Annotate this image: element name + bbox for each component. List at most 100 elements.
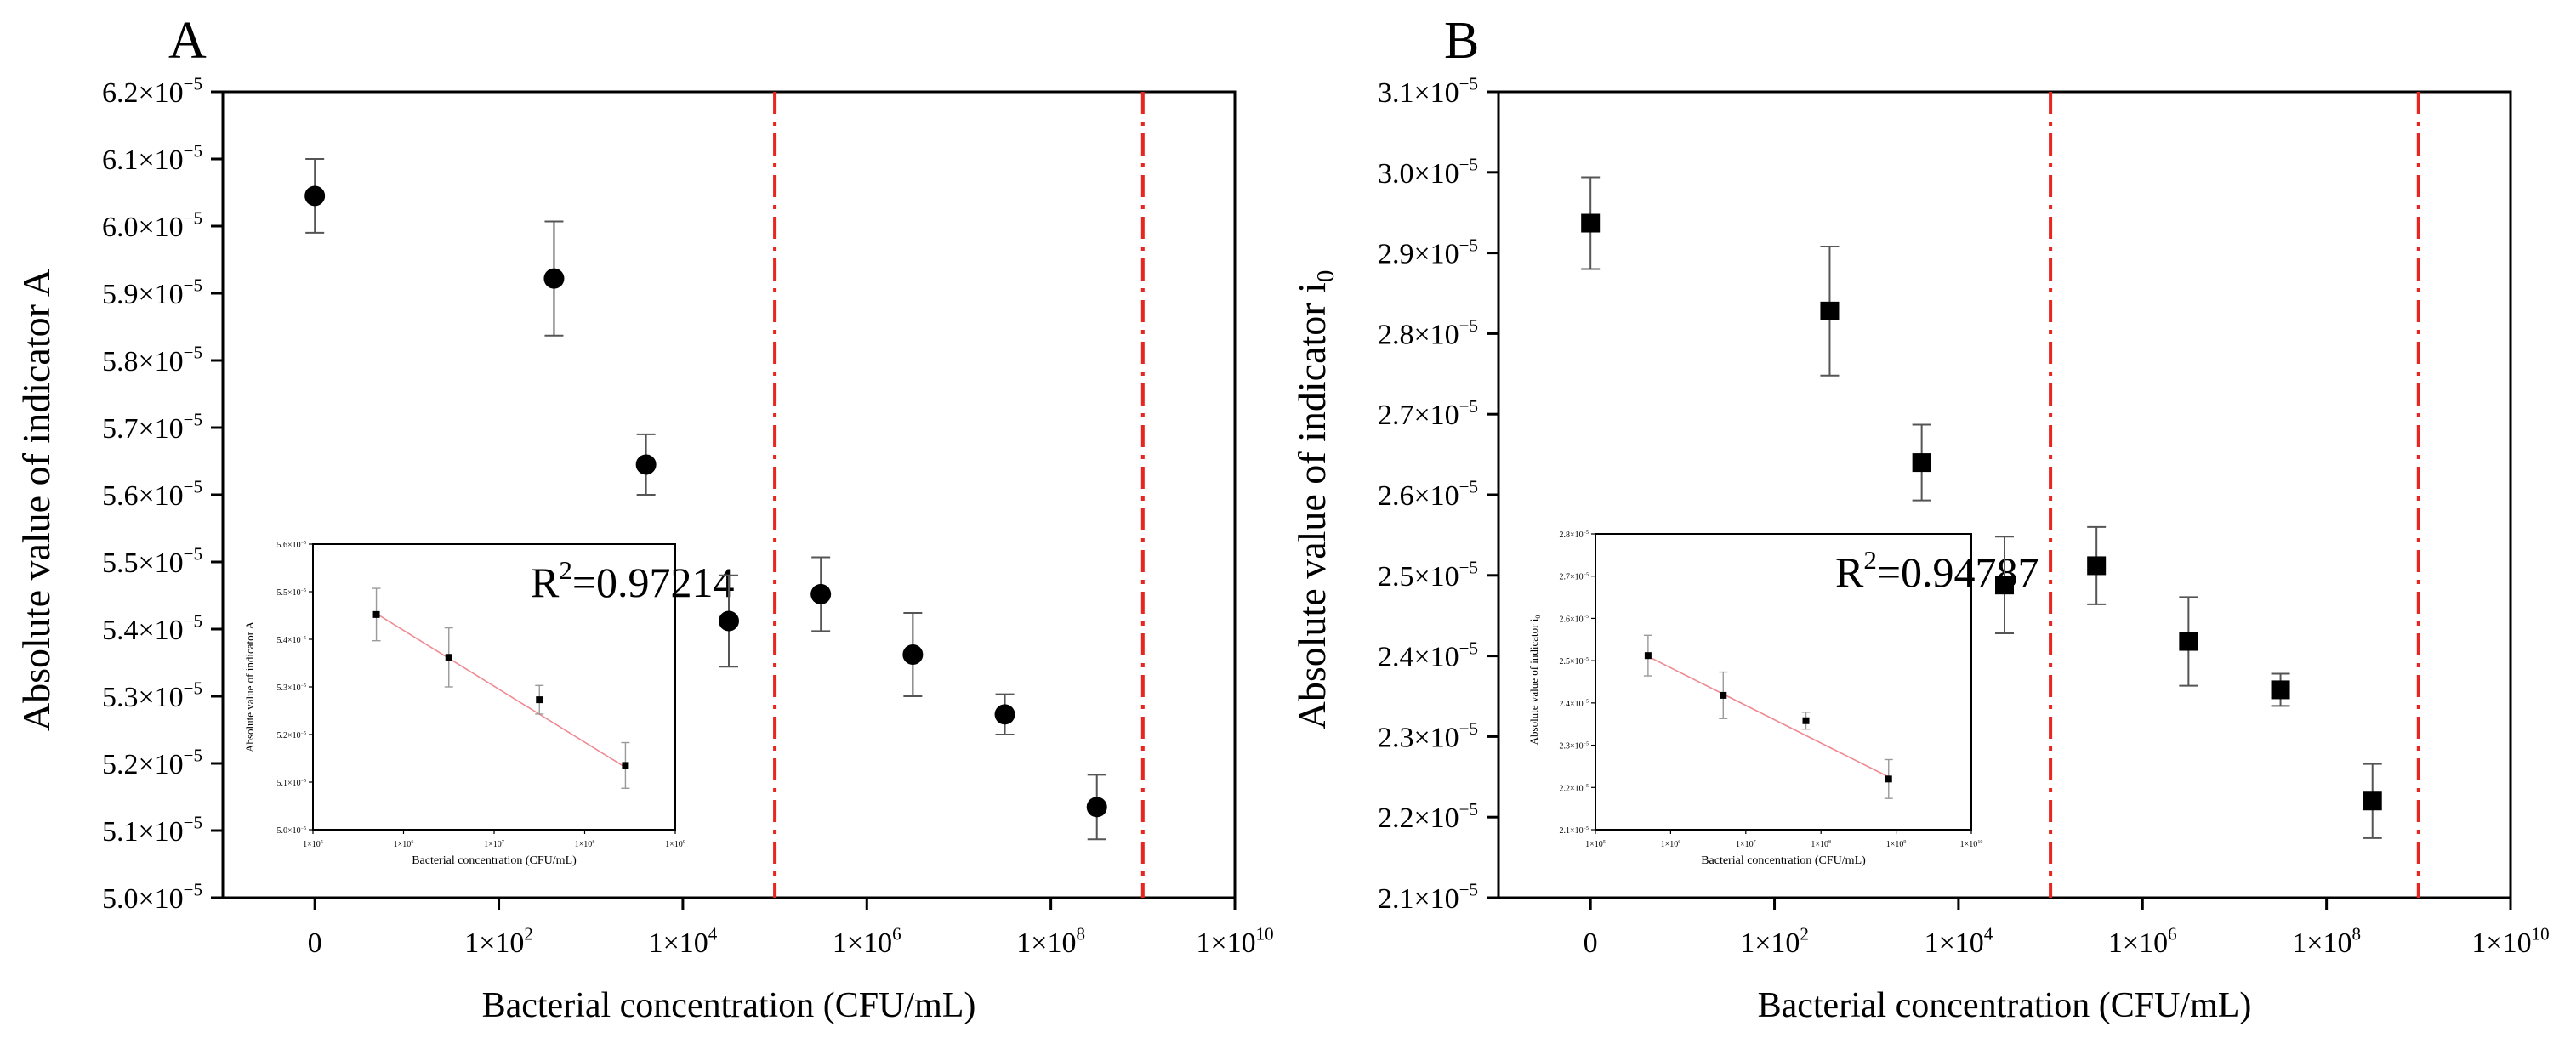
- inset-x-tick-label-part: 1×10: [1886, 840, 1904, 849]
- inset-data-point: [372, 610, 380, 618]
- x-tick-label-part: 1×10: [1016, 927, 1076, 959]
- inset-x-tick-label-part: 1×10: [1661, 840, 1679, 849]
- r-squared-annotation-part: =0.97214: [572, 559, 735, 606]
- x-tick-label-part: 1×10: [1196, 927, 1255, 959]
- inset-y-tick-label-part: −5: [1584, 741, 1589, 746]
- x-tick-label-part: 1×10: [833, 927, 892, 959]
- x-tick-label-part: 4: [1984, 924, 1993, 944]
- inset-y-tick-label: 5.4×10−5: [276, 636, 306, 645]
- data-point: [719, 610, 739, 632]
- inset-y-tick-label: 5.3×10−5: [276, 683, 306, 693]
- inset-y-tick-label: 2.2×10−5: [1559, 784, 1589, 793]
- inset-y-tick-label-part: 5.4×10: [276, 636, 300, 645]
- y-tick-label-part: 5.0×10: [102, 883, 184, 915]
- y-tick-label-part: 2.6×10: [1378, 480, 1459, 512]
- x-tick-label: 1×102: [464, 924, 533, 959]
- inset-y-tick-label-part: −5: [1584, 530, 1589, 536]
- inset-x-axis-title-part: Bacterial concentration (CFU/mL): [412, 854, 577, 867]
- inset-y-tick-label-part: −5: [301, 779, 306, 784]
- inset-x-tick-label-part: 6: [411, 840, 413, 845]
- y-tick-label-part: −5: [1459, 880, 1478, 900]
- y-tick-label: 5.8×10−5: [102, 343, 202, 377]
- inset-y-tick-label: 2.7×10−5: [1559, 573, 1589, 582]
- y-tick-label-part: 5.9×10: [102, 279, 184, 310]
- x-tick-label-part: 1×10: [649, 927, 708, 959]
- y-tick-label-part: −5: [1459, 235, 1478, 255]
- panel-label-part: B: [1444, 12, 1479, 70]
- inset-y-tick-label: 2.4×10−5: [1559, 700, 1589, 709]
- inset-y-tick-label: 2.8×10−5: [1559, 530, 1589, 540]
- x-tick-label-part: 8: [1076, 924, 1085, 944]
- inset-y-tick-label-part: 2.7×10: [1559, 573, 1583, 582]
- y-tick-label-part: −5: [184, 611, 202, 632]
- y-tick-label-part: 6.0×10: [102, 212, 184, 243]
- y-tick-label: 5.1×10−5: [102, 813, 202, 848]
- y-tick-label-part: −5: [184, 477, 202, 497]
- inset-x-tick-label-part: 5: [1603, 840, 1606, 845]
- inset-y-tick-label: 2.6×10−5: [1559, 615, 1589, 624]
- y-tick-label: 5.7×10−5: [102, 410, 202, 445]
- inset-x-tick-label-part: 9: [683, 840, 685, 845]
- inset-y-tick-label-part: 2.5×10: [1559, 657, 1583, 666]
- y-tick-label: 2.2×10−5: [1378, 799, 1478, 834]
- inset-y-tick-label-part: 2.4×10: [1559, 700, 1583, 709]
- inset-data-point: [1802, 717, 1810, 724]
- inset-y-tick-label-part: 2.2×10: [1559, 784, 1583, 793]
- inset-y-tick-label-part: −5: [1584, 657, 1589, 662]
- inset-x-tick-label: 1×107: [1736, 840, 1756, 849]
- y-tick-label-part: −5: [184, 343, 202, 363]
- y-tick-label-part: −5: [184, 813, 202, 833]
- inset-y-tick-label-part: 5.6×10: [276, 541, 300, 550]
- y-tick-label: 3.0×10−5: [1378, 155, 1478, 190]
- x-tick-label-part: 8: [2351, 924, 2361, 944]
- y-tick-label-part: 5.6×10: [102, 480, 184, 512]
- y-tick-label: 5.2×10−5: [102, 746, 202, 780]
- y-tick-label-part: −5: [1459, 718, 1478, 739]
- inset-x-tick-label-part: 7: [502, 840, 504, 845]
- inset-x-tick-label-part: 1×10: [303, 840, 321, 849]
- y-tick-label-part: −5: [1459, 74, 1478, 94]
- y-tick-label-part: 5.7×10: [102, 413, 184, 445]
- y-tick-label-part: −5: [1459, 799, 1478, 820]
- inset-y-tick-label: 2.3×10−5: [1559, 741, 1589, 751]
- inset-y-tick-label: 2.5×10−5: [1559, 657, 1589, 666]
- x-tick-label: 1×1010: [1196, 924, 1273, 959]
- x-tick-label-part: 6: [2168, 924, 2177, 944]
- x-tick-label: 1×102: [1740, 924, 1809, 959]
- data-point: [2271, 680, 2290, 700]
- inset-y-tick-label-part: 5.3×10: [276, 683, 300, 693]
- inset-y-tick-label-part: 2.6×10: [1559, 615, 1583, 624]
- inset-y-tick-label: 5.1×10−5: [276, 779, 306, 788]
- inset-y-tick-label-part: −5: [1584, 573, 1589, 578]
- panel-label: B: [1444, 12, 1479, 70]
- y-tick-label: 2.5×10−5: [1378, 558, 1478, 593]
- y-tick-label-part: 5.1×10: [102, 816, 184, 848]
- inset-x-tick-label: 1×1010: [1960, 840, 1983, 849]
- y-tick-label-part: 5.2×10: [102, 749, 184, 780]
- r-squared-annotation-part: 2: [1863, 545, 1877, 575]
- inset-y-tick-label-part: 5.5×10: [276, 588, 300, 598]
- panel-A: A5.0×10−55.1×10−55.2×10−55.3×10−55.4×10−…: [14, 12, 1274, 1025]
- y-tick-label-part: 3.1×10: [1378, 77, 1459, 109]
- x-tick-label-part: 1×10: [2292, 927, 2351, 959]
- inset-y-tick-label-part: −5: [301, 826, 306, 831]
- inset-x-tick-label-part: 8: [1828, 840, 1831, 845]
- inset-data-point: [445, 654, 452, 661]
- y-tick-label-part: −5: [1459, 155, 1478, 175]
- y-tick-label-part: −5: [184, 410, 202, 430]
- inset-y-axis-title-part: Absolute value of indicator i: [1527, 618, 1540, 745]
- inset-y-tick-label: 5.6×10−5: [276, 541, 306, 550]
- inset-x-tick-label-part: 1×10: [394, 840, 412, 849]
- x-tick-label-part: 0: [308, 927, 322, 959]
- panel-label: A: [168, 12, 207, 70]
- x-tick-label: 1×104: [1925, 924, 1993, 959]
- y-axis-title: Absolute value of indicator i0: [1290, 270, 1339, 730]
- y-tick-label-part: 5.4×10: [102, 615, 184, 646]
- inset-data-point: [1644, 652, 1652, 660]
- data-point: [1912, 453, 1931, 473]
- y-tick-label-part: −5: [184, 74, 202, 94]
- x-axis-title: Bacterial concentration (CFU/mL): [482, 986, 976, 1025]
- x-tick-label-part: 1×10: [464, 927, 524, 959]
- inset-y-tick-label-part: −5: [1584, 826, 1589, 831]
